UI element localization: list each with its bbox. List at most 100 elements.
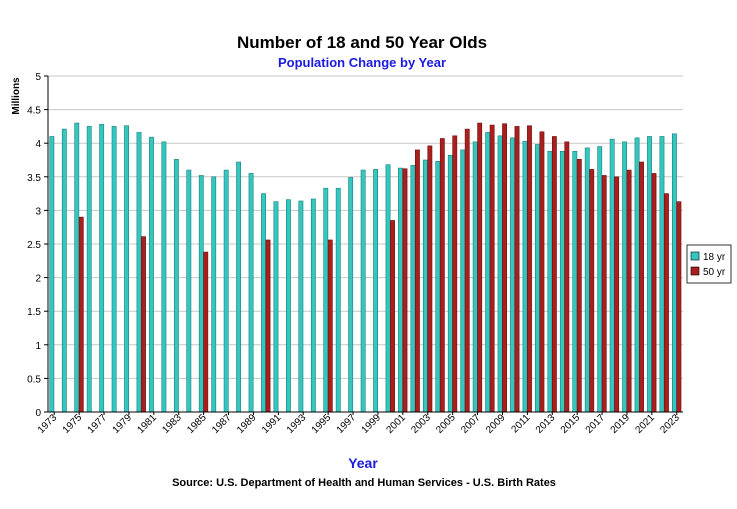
source-note: Source: U.S. Department of Health and Hu… [172,477,556,489]
bar-50yr-1995 [327,239,333,413]
x-tick-label-1989: 1989 [235,412,259,436]
bar-18yr-1999 [373,169,379,413]
x-tick-label-2013: 2013 [534,412,558,436]
bar-18yr-1981 [149,136,154,413]
chart-subtitle: Population Change by Year [278,55,446,70]
x-tick-label-2017: 2017 [584,412,608,436]
bar-18yr-1983 [173,159,179,413]
bar-18yr-2013 [547,150,553,413]
x-tick-label-1985: 1985 [185,412,209,436]
bar-18yr-1987 [223,169,229,413]
bar-18yr-1986 [211,176,217,413]
x-tick-label-1981: 1981 [135,412,159,436]
bar-50yr-2000 [390,220,395,413]
bar-50yr-2022 [664,193,669,413]
bar-18yr-1977 [99,124,105,413]
bar-18yr-2022 [659,136,665,413]
bar-50yr-2011 [527,125,532,413]
legend: 18 yr 50 yr [686,244,732,284]
x-tick-label-2001: 2001 [384,412,408,436]
bar-50yr-2013 [551,136,557,413]
x-tick-label-2023: 2023 [658,412,682,436]
y-tick-label: 3 [35,206,41,217]
x-tick-label-2003: 2003 [409,412,433,436]
x-tick-label-2021: 2021 [633,412,657,436]
bar-18yr-1984 [186,169,192,413]
legend-box [686,244,732,284]
y-tick-label: 2 [35,274,41,285]
bar-18yr-2009 [497,135,503,413]
bar-18yr-2000 [385,164,391,413]
y-axis-label: Millions [11,77,22,115]
x-tick-label-1979: 1979 [111,412,135,436]
bar-18yr-1996 [335,187,341,413]
bar-18yr-1988 [236,161,242,413]
bar-50yr-1975 [78,216,84,413]
bar-18yr-2008 [485,132,491,413]
y-tick-label: 1.5 [27,307,41,318]
y-tick-label: 0 [35,408,41,419]
bar-18yr-1994 [310,198,316,413]
bar-18yr-1975 [74,122,80,413]
x-tick-label-1977: 1977 [86,412,110,436]
legend-label-50yr: 50 yr [703,267,726,278]
x-tick-label-1997: 1997 [335,412,359,436]
bar-18yr-1998 [360,169,366,413]
bar-18yr-2011 [522,140,528,413]
bar-50yr-2003 [427,145,433,413]
bar-18yr-1991 [273,201,279,413]
bar-50yr-2004 [439,138,445,413]
bar-50yr-1985 [203,251,209,413]
bar-18yr-2001 [398,167,403,413]
bar-18yr-1995 [323,187,329,413]
bar-18yr-2012 [535,144,540,413]
bar-50yr-2012 [539,131,545,413]
x-tick-label-2015: 2015 [559,412,583,436]
bar-50yr-2002 [415,149,420,413]
bar-18yr-2016 [584,147,590,413]
bar-18yr-1992 [286,199,291,413]
bar-18yr-2021 [647,136,652,413]
x-tick-label-2007: 2007 [459,412,483,436]
bar-50yr-2018 [614,176,620,413]
bar-18yr-2018 [609,138,615,413]
bar-18yr-1997 [348,177,354,413]
y-tick-label: 0.5 [27,374,41,385]
bar-18yr-1979 [124,125,129,413]
bar-50yr-2014 [564,141,570,413]
bar-18yr-2004 [435,161,441,413]
bar-18yr-1989 [248,173,254,413]
bar-18yr-1973 [49,136,55,413]
y-tick-label: 4 [35,139,41,150]
bar-50yr-2020 [639,161,644,413]
x-tick-label-1987: 1987 [210,412,234,436]
bar-18yr-1974 [61,128,67,413]
x-tick-label-2005: 2005 [434,412,458,436]
x-tick-label-1975: 1975 [61,412,85,436]
bar-18yr-2007 [472,141,478,413]
bar-18yr-1978 [111,126,117,413]
y-tick-label: 4.5 [27,106,41,117]
bar-18yr-1976 [86,126,92,413]
bar-18yr-2020 [634,137,640,413]
x-tick-label-1991: 1991 [260,412,284,436]
x-tick-label-2011: 2011 [509,412,532,435]
x-axis-label: Year [348,455,378,471]
bar-18yr-2006 [460,149,466,413]
bar-50yr-1980 [141,236,146,413]
bar-18yr-2003 [422,159,428,413]
bar-18yr-2005 [447,154,453,413]
bar-18yr-2010 [510,137,515,413]
bar-18yr-2015 [572,150,578,413]
chart-title: Number of 18 and 50 Year Olds [237,33,487,52]
bar-18yr-2002 [410,165,416,413]
bar-18yr-1985 [198,175,204,413]
bar-18yr-2019 [622,141,628,413]
bar-50yr-2021 [651,173,657,413]
legend-swatch-50yr [690,266,700,276]
bar-50yr-2007 [477,122,483,413]
bar-50yr-2016 [589,169,595,413]
bar-18yr-1990 [261,193,266,413]
